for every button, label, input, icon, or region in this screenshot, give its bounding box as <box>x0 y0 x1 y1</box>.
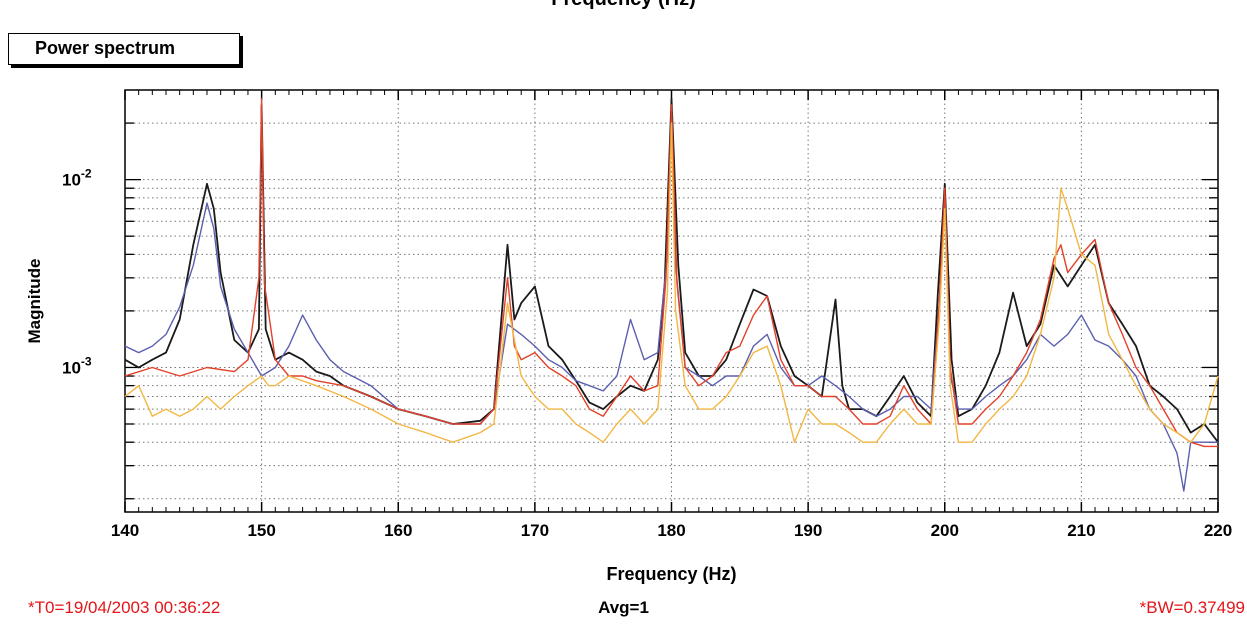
x-tick-label: 150 <box>247 521 275 540</box>
x-tick-label: 160 <box>384 521 412 540</box>
label-layer: 140 150 160 170 180 190 200 210 220 10-2 10-3 <box>62 167 1232 540</box>
x-tick-label: 200 <box>931 521 959 540</box>
x-tick-label: 220 <box>1204 521 1232 540</box>
x-tick-label: 170 <box>521 521 549 540</box>
x-axis-title: Frequency (Hz) <box>606 564 736 584</box>
grid-layer <box>125 90 1218 512</box>
t0-timestamp: *T0=19/04/2003 00:36:22 <box>28 598 221 617</box>
power-spectrum-button[interactable]: Power spectrum <box>8 33 240 65</box>
spectrum-series-line-3 <box>124 97 1218 448</box>
y-tick-label: 10-2 <box>62 167 92 190</box>
y-axis-title: Magnitude <box>25 259 44 344</box>
x-tick-label: 210 <box>1067 521 1095 540</box>
top-axis-title-cut: Frequency (Hz) <box>0 0 1247 11</box>
spectrum-series-line-4 <box>124 122 1219 443</box>
y-tick-label: 10-3 <box>62 354 92 377</box>
x-tick-label: 140 <box>111 521 139 540</box>
x-tick-label: 180 <box>657 521 685 540</box>
series-layer <box>124 97 1219 492</box>
bandwidth-readout: *BW=0.37499 <box>1139 598 1245 617</box>
x-tick-label: 190 <box>794 521 822 540</box>
